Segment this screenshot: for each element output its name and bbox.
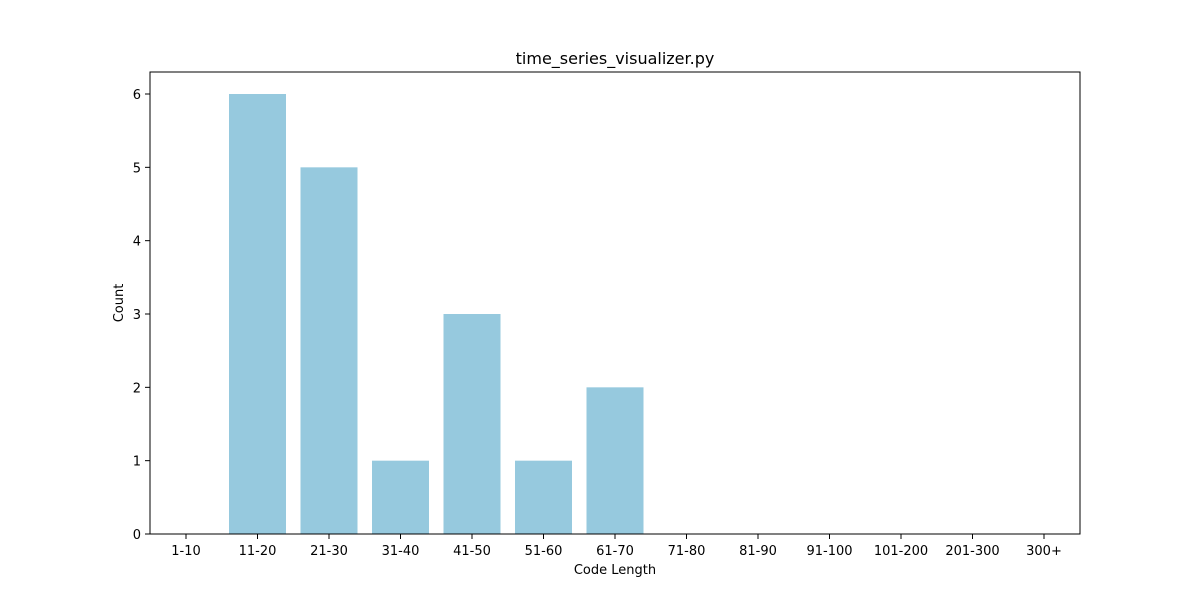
x-tick-label-1-10: 1-10 bbox=[171, 544, 201, 559]
bar-41-50 bbox=[443, 314, 501, 534]
y-tick-label-2: 2 bbox=[133, 381, 141, 396]
bar-51-60 bbox=[515, 460, 572, 534]
x-axis: 1-10 11-20 21-30 31-40 41-50 51-60 61-70 71-80 8… bbox=[171, 534, 1062, 559]
y-tick-label-3: 3 bbox=[133, 308, 141, 323]
bars-group bbox=[229, 94, 644, 535]
x-tick-label-21-30: 21-30 bbox=[310, 544, 348, 559]
y-axis: 0 1 2 3 4 5 6 bbox=[133, 88, 150, 543]
x-tick-label-81-90: 81-90 bbox=[739, 544, 777, 559]
bar-11-20 bbox=[229, 94, 286, 534]
x-tick-label-201-300: 201-300 bbox=[945, 544, 999, 559]
y-tick-label-5: 5 bbox=[133, 161, 141, 176]
x-tick-label-300+: 300+ bbox=[1026, 544, 1062, 559]
x-tick-label-11-20: 11-20 bbox=[239, 544, 277, 559]
x-tick-label-31-40: 31-40 bbox=[382, 544, 420, 559]
x-tick-label-51-60: 51-60 bbox=[525, 544, 563, 559]
y-axis-label: Count bbox=[112, 284, 127, 323]
x-tick-label-41-50: 41-50 bbox=[453, 544, 491, 559]
x-tick-label-71-80: 71-80 bbox=[668, 544, 706, 559]
bar-31-40 bbox=[372, 460, 429, 534]
x-tick-label-61-70: 61-70 bbox=[596, 544, 634, 559]
y-tick-label-0: 0 bbox=[133, 528, 141, 543]
y-tick-label-1: 1 bbox=[133, 455, 141, 470]
x-axis-label: Code Length bbox=[574, 563, 656, 578]
bar-21-30 bbox=[300, 167, 358, 535]
bar-61-70 bbox=[586, 387, 644, 534]
y-tick-label-4: 4 bbox=[133, 235, 141, 250]
chart-title: time_series_visualizer.py bbox=[516, 49, 715, 69]
y-tick-label-6: 6 bbox=[133, 88, 141, 103]
x-tick-label-91-100: 91-100 bbox=[806, 544, 852, 559]
x-tick-label-101-200: 101-200 bbox=[874, 544, 928, 559]
